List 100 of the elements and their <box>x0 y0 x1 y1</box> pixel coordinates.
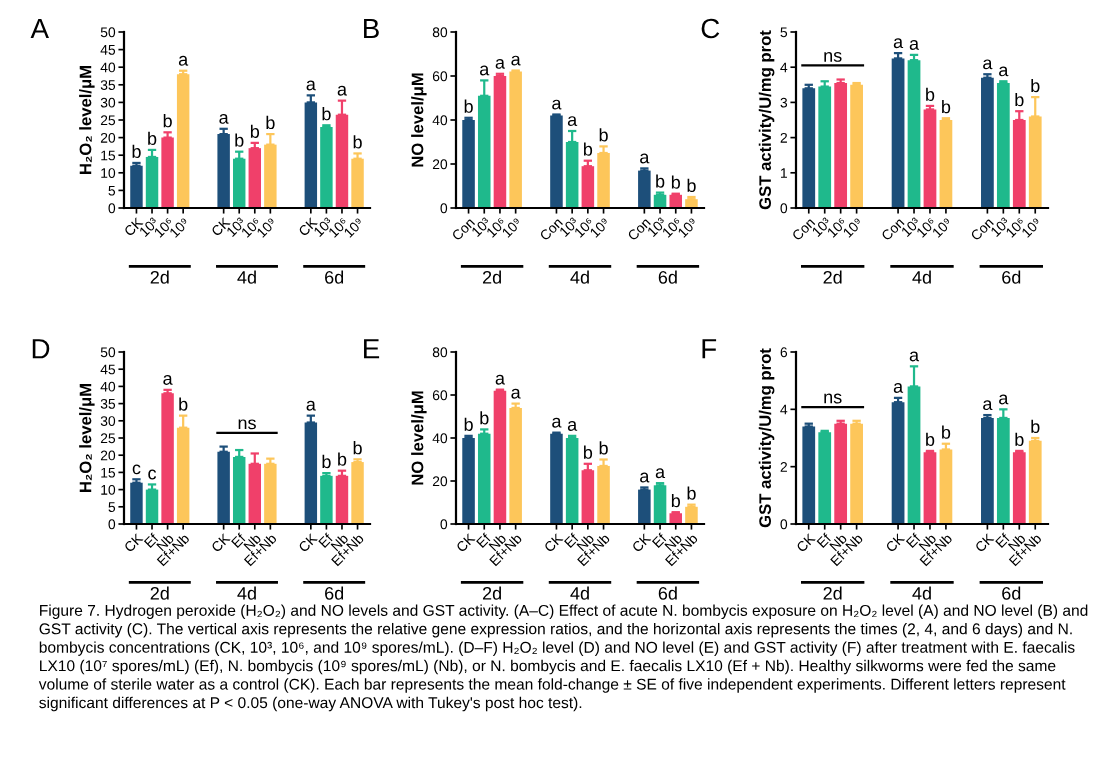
bar <box>669 513 683 524</box>
chart-title: C <box>701 18 720 39</box>
bar <box>638 170 651 208</box>
bar <box>834 83 848 208</box>
bar <box>351 462 364 524</box>
bar <box>685 506 698 524</box>
bar <box>597 153 610 208</box>
data-label: b <box>599 128 608 142</box>
bar <box>217 451 230 524</box>
data-label: a <box>306 400 316 411</box>
x-tick-label: 6d <box>658 586 677 600</box>
data-label: a <box>999 66 1009 77</box>
bar <box>145 489 159 524</box>
bar <box>304 422 318 524</box>
data-label: c <box>132 464 141 475</box>
data-label: b <box>179 397 188 411</box>
bar <box>996 417 1010 524</box>
x-tick-label: 2d <box>482 586 501 600</box>
bar <box>581 470 595 524</box>
bar <box>550 433 563 524</box>
bar <box>509 71 522 208</box>
data-label: b <box>926 432 935 446</box>
annotation: ns <box>238 419 256 430</box>
data-label: b <box>926 87 935 101</box>
bar <box>550 115 563 208</box>
bar <box>130 165 143 208</box>
data-label: a <box>552 99 562 110</box>
bar <box>1012 120 1026 208</box>
x-tick-label: 4d <box>912 586 931 600</box>
bar <box>161 137 174 208</box>
bar <box>493 76 507 208</box>
bar <box>320 127 333 208</box>
data-label: a <box>511 55 521 66</box>
data-label: b <box>464 417 473 431</box>
bar <box>850 423 863 524</box>
data-label: a <box>893 38 904 49</box>
data-label: b <box>163 114 172 128</box>
data-label: b <box>1031 78 1040 93</box>
data-label: a <box>163 374 173 385</box>
bar <box>509 407 522 524</box>
data-label: b <box>322 454 331 469</box>
x-tick-label: 6d <box>1002 270 1021 284</box>
x-tick-label: 2d <box>150 586 169 600</box>
bar <box>493 390 507 524</box>
annotation: ns <box>824 393 842 404</box>
x-tick-label: 4d <box>912 270 931 284</box>
chart-title: B <box>364 18 379 39</box>
data-label: b <box>942 100 951 114</box>
bar <box>304 102 318 208</box>
data-label: b <box>687 486 696 500</box>
data-label: a <box>511 388 521 399</box>
data-label: b <box>235 133 244 147</box>
chart-title: E <box>364 339 380 359</box>
data-label: a <box>999 394 1009 405</box>
data-label: b <box>338 452 347 466</box>
data-label: b <box>322 107 331 121</box>
data-label: a <box>306 80 316 91</box>
bar <box>981 417 994 524</box>
bar <box>850 84 863 208</box>
chart-title: A <box>30 18 49 39</box>
data-label: b <box>353 135 362 149</box>
data-label: a <box>567 421 578 431</box>
data-label: b <box>599 441 608 455</box>
x-tick-label: 2d <box>823 270 842 284</box>
x-tick-label: 6d <box>325 270 344 284</box>
data-label: b <box>1015 432 1024 446</box>
data-label: a <box>219 113 229 124</box>
bar <box>638 489 651 524</box>
data-label: b <box>1015 92 1024 107</box>
x-tick-label: 2d <box>482 270 501 284</box>
data-label: c <box>148 469 157 480</box>
data-label: b <box>583 445 593 459</box>
data-label: a <box>480 65 490 76</box>
bar <box>653 485 667 524</box>
bar <box>1028 440 1042 524</box>
x-tick-label: 2d <box>150 270 169 284</box>
bar <box>802 88 816 208</box>
y-axis-title: H₂O₂ level/μM <box>79 384 95 492</box>
y-axis-title: NO level/μM <box>411 73 427 167</box>
y-axis-title: NO level/μM <box>411 391 427 485</box>
data-label: a <box>178 55 189 66</box>
bar <box>264 463 277 524</box>
data-label: b <box>132 144 141 158</box>
data-label: a <box>909 351 920 362</box>
data-label: a <box>495 374 505 385</box>
data-label: b <box>583 142 593 156</box>
bar <box>834 423 848 524</box>
bar <box>176 74 190 208</box>
bar <box>818 86 832 208</box>
bar <box>232 456 246 524</box>
data-label: a <box>655 468 666 479</box>
bar <box>939 449 953 524</box>
data-label: a <box>983 400 993 411</box>
x-tick-label: 4d <box>237 586 256 600</box>
bar <box>462 120 475 208</box>
bar <box>565 438 579 524</box>
data-label: b <box>1031 419 1040 434</box>
data-label: b <box>250 124 260 138</box>
data-label: a <box>983 59 993 70</box>
bar <box>818 432 832 524</box>
